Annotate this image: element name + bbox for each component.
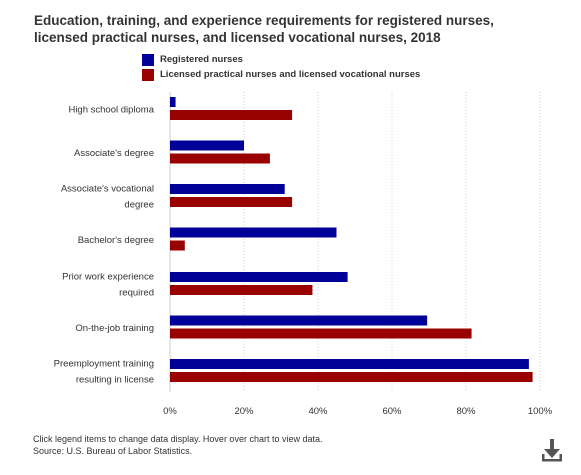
y-tick-label: required [119,288,154,299]
y-tick-label: On-the-job training [75,323,154,334]
legend-item-lpn-lvn[interactable]: Licensed practical nurses and licensed v… [142,67,420,82]
chart-footer: Click legend items to change data displa… [33,433,322,457]
bar-lpn-lvn[interactable] [170,285,313,295]
y-tick-label: Bachelor's degree [78,235,154,246]
y-tick-label: resulting in license [76,375,154,386]
x-tick-label: 100% [528,406,553,417]
y-tick-label: Associate's degree [74,148,154,159]
bar-lpn-lvn[interactable] [170,328,472,339]
y-tick-label: High school diploma [68,105,154,116]
bar-lpn-lvn[interactable] [170,372,533,382]
bar-registered-nurses[interactable] [170,227,337,238]
legend-swatch-lpn-lvn [142,68,154,81]
y-tick-label: Associate's vocational [61,184,154,195]
legend-label-lpn-lvn: Licensed practical nurses and licensed v… [160,69,421,80]
bar-registered-nurses[interactable] [170,184,285,194]
x-tick-label: 80% [456,406,476,417]
legend-item-registered-nurses[interactable]: Registered nurses [142,52,420,67]
download-icon-graphic [542,439,562,462]
bar-registered-nurses[interactable] [170,272,348,282]
y-tick-label: Prior work experience [62,272,154,283]
footer-source: Source: U.S. Bureau of Labor Statistics. [33,446,193,456]
y-tick-label: Preemployment training [54,359,154,370]
bar-lpn-lvn[interactable] [170,197,293,207]
legend-label-registered-nurses: Registered nurses [160,54,243,65]
bar-lpn-lvn[interactable] [170,240,185,251]
chart-title-line-1: Education, training, and experience requ… [34,13,494,28]
legend-swatch-registered-nurses [142,53,154,66]
x-tick-label: 20% [234,406,254,417]
x-tick-label: 60% [382,406,402,417]
bar-lpn-lvn[interactable] [170,110,293,120]
bar-registered-nurses[interactable] [170,359,529,369]
x-tick-label: 40% [308,406,328,417]
footer-note: Click legend items to change data displa… [33,434,323,444]
bar-registered-nurses[interactable] [170,97,176,107]
chart-legend: Registered nurses Licensed practical nur… [142,52,420,82]
bar-lpn-lvn[interactable] [170,153,270,164]
bar-registered-nurses[interactable] [170,315,428,326]
chart-title: Education, training, and experience requ… [34,12,554,46]
chart-title-line-2: licensed practical nurses, and licensed … [34,30,441,45]
bar-registered-nurses[interactable] [170,140,244,151]
x-tick-label: 0% [163,406,177,417]
download-icon[interactable] [540,437,564,463]
y-tick-label: degree [124,200,154,211]
